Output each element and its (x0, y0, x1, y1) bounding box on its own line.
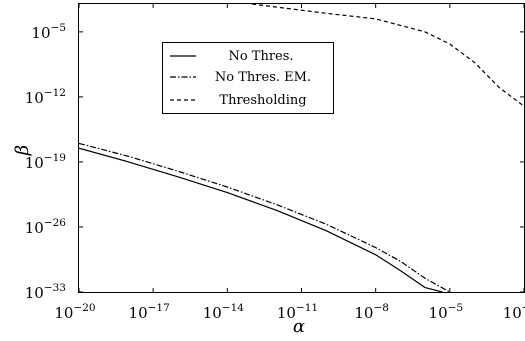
series-line-no-thres-em (79, 142, 451, 292)
x-tick-label: 10−17 (129, 302, 170, 322)
ticks-layer (78, 4, 525, 293)
y-tick-label: 10−33 (25, 282, 66, 302)
legend: No Thres. No Thres. EM. Thresholding (162, 42, 334, 114)
series-line-thresholding (252, 4, 524, 107)
x-axis-label: α (293, 316, 305, 337)
x-tick-label: 10−8 (354, 302, 389, 322)
series-line-no-thres (79, 147, 443, 292)
legend-box (162, 42, 334, 114)
legend-label-no-thres-em: No Thres. EM. (215, 70, 311, 85)
curves-layer (79, 4, 524, 292)
x-tick-label: 10−14 (203, 302, 245, 322)
x-tick-label: 10−2 (503, 302, 525, 322)
y-tick-label: 10−5 (31, 22, 66, 42)
x-tick-label: 10−5 (429, 302, 464, 322)
y-tick-label: 10−26 (25, 217, 67, 237)
legend-label-thresholding: Thresholding (219, 93, 306, 108)
legend-label-no-thres: No Thres. (228, 49, 293, 64)
y-tick-label: 10−12 (25, 87, 66, 107)
x-tick-label: 10−20 (54, 302, 95, 322)
y-axis-label: β (12, 145, 33, 156)
